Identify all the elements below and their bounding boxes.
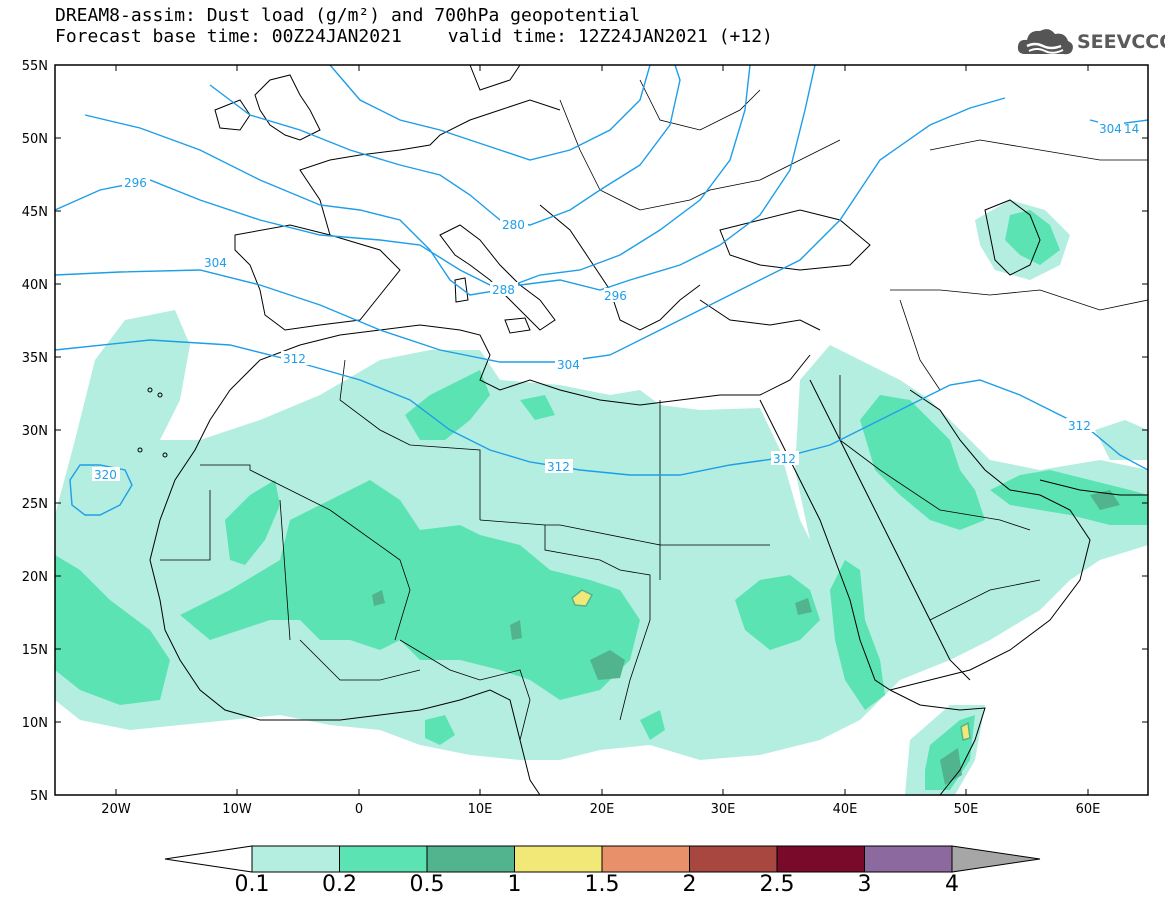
contour-label: 296 (124, 176, 147, 190)
contour-label: 304 (1099, 122, 1122, 136)
contour-304-line (55, 97, 1006, 363)
contour-label: 312 (1068, 419, 1091, 433)
contour-inner-line (329, 65, 651, 161)
lat-label: 10N (22, 716, 48, 731)
colorbar-swatch (689, 845, 778, 873)
colorbar-swatch (339, 845, 428, 873)
contour-288-line (84, 65, 751, 296)
lon-label: 20E (590, 802, 615, 817)
lat-label: 5N (30, 789, 48, 804)
contour-label: 304 (204, 256, 227, 270)
valid-time: valid time: 12Z24JAN2021 (+12) (447, 26, 773, 47)
dust-yellow-fill (571, 589, 971, 741)
colorbar-tick: 1.5 (584, 872, 620, 897)
colorbar-tick: 1 (507, 872, 522, 897)
map-title: DREAM8-assim: Dust load (g/m²) and 700hP… (55, 5, 641, 26)
colorbar-tick: 0.2 (322, 872, 357, 897)
lon-label: 60E (1076, 802, 1101, 817)
contour-label: 312 (547, 460, 570, 474)
colorbar-swatch (514, 845, 603, 873)
lat-label: 35N (22, 351, 48, 366)
contour-label: 296 (604, 289, 627, 303)
lon-label: 40E (833, 802, 858, 817)
lat-label: 20N (22, 570, 48, 585)
time-info: Forecast base time: 00Z24JAN2021 valid ti… (55, 27, 773, 47)
contour-label: 288 (492, 283, 515, 297)
lat-label: 55N (22, 59, 48, 74)
colorbar-tick: 3 (857, 872, 872, 897)
colorbar-tick: 4 (945, 872, 959, 897)
lon-label: 10E (468, 802, 493, 817)
lat-label: 30N (22, 424, 48, 439)
contour-label: 312 (283, 352, 306, 366)
colorbar-tick: 0.1 (234, 872, 270, 897)
colorbar (164, 845, 1041, 873)
contour-312-line (55, 339, 1148, 476)
forecast-base-time: Forecast base time: 00Z24JAN2021 (55, 26, 402, 47)
colorbar-tick: 0.5 (409, 872, 445, 897)
lat-label: 45N (22, 205, 48, 220)
contour-320-line (69, 464, 133, 516)
contour-label: 312 (773, 452, 796, 466)
lon-label: 0 (355, 802, 363, 817)
lat-label: 15N (22, 643, 48, 658)
lat-label: 40N (22, 278, 48, 293)
lon-label: 30E (711, 802, 736, 817)
colorbar-under-arrow (164, 845, 253, 873)
colorbar-swatch (426, 845, 515, 873)
axis-ticks (55, 64, 1148, 795)
dust-layer (55, 200, 1148, 795)
contour-label: 14 (1124, 122, 1139, 136)
contour-label-layer: 296 280 304 288 296 312 304 312 312 320 … (92, 121, 1139, 482)
lon-label: 20W (101, 802, 131, 817)
seevccc-logo: SEEVCCC (1015, 24, 1165, 60)
cloud-icon (1017, 29, 1073, 55)
colorbar-swatch (601, 845, 690, 873)
contour-label: 320 (94, 468, 117, 482)
country-borders (160, 79, 1148, 741)
longitude-labels: 20W 10W 0 10E 20E 30E 40E 50E 60E (101, 802, 1100, 817)
dust-dark-fill (372, 490, 1120, 785)
colorbar-tick: 2 (682, 872, 697, 897)
colorbar-swatch (251, 845, 340, 873)
lat-label: 25N (22, 497, 48, 512)
logo-text: SEEVCCC (1077, 31, 1165, 53)
colorbar-swatch (776, 845, 865, 873)
colorbar-over-arrow (951, 845, 1041, 873)
latitude-labels: 55N 50N 45N 40N 35N 30N 25N 20N 15N 10N … (22, 59, 48, 804)
contour-280-line (209, 65, 681, 226)
lon-label: 50E (954, 802, 979, 817)
lat-label: 50N (22, 132, 48, 147)
lon-label: 10W (222, 802, 252, 817)
contour-label: 304 (557, 358, 580, 372)
colorbar-tick: 2.5 (759, 872, 795, 897)
colorbar-swatch (864, 845, 953, 873)
contour-label: 280 (502, 218, 525, 232)
